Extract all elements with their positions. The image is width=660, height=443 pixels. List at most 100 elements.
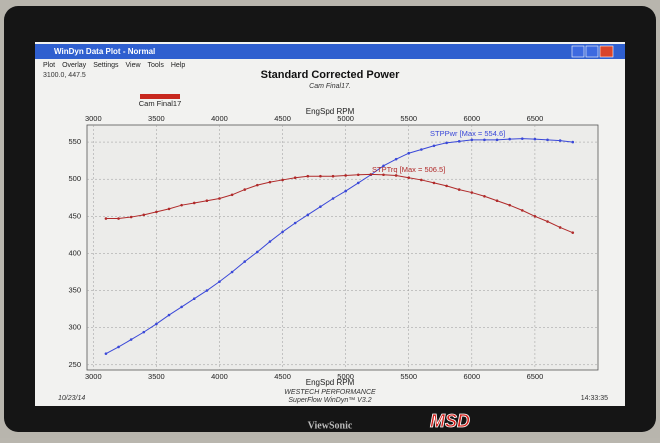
- data-point: [230, 193, 234, 197]
- data-point: [432, 181, 436, 185]
- data-point: [533, 137, 537, 141]
- chart-subtitle: Cam Final17.: [309, 83, 351, 90]
- data-point: [420, 148, 423, 151]
- x-tick-label-top: 4000: [211, 114, 228, 123]
- x-tick-label-top: 3500: [148, 114, 165, 123]
- menu-item[interactable]: Overlay: [62, 62, 87, 69]
- cursor-readout: 3100.0, 447.5: [43, 72, 86, 79]
- monitor-brand: ViewSonic: [308, 420, 353, 431]
- data-point: [243, 260, 247, 263]
- data-point: [558, 139, 562, 142]
- data-point: [508, 203, 511, 207]
- x-tick-label: 4500: [274, 372, 291, 381]
- footer-time: 14:33:35: [581, 395, 608, 402]
- data-point: [205, 199, 209, 203]
- y-tick-label: 300: [68, 323, 81, 332]
- data-point: [180, 203, 183, 207]
- data-point: [508, 137, 511, 141]
- data-point: [457, 188, 461, 191]
- data-point: [520, 209, 524, 212]
- y-tick-label: 250: [68, 360, 81, 369]
- chart-title: Standard Corrected Power: [261, 69, 400, 81]
- series-annotation: STPPwr [Max = 554.6]: [430, 129, 505, 138]
- y-tick-label: 450: [68, 211, 81, 220]
- data-point: [218, 280, 221, 283]
- x-axis-title-top: EngSpd RPM: [306, 107, 355, 116]
- data-point: [546, 138, 549, 142]
- data-point: [432, 144, 436, 148]
- footer-line: WESTECH PERFORMANCE: [284, 389, 376, 396]
- data-point: [268, 240, 272, 243]
- series-line: [105, 138, 573, 355]
- data-point: [243, 188, 247, 191]
- footer-date: 10/23/14: [58, 395, 85, 402]
- sticker: MSD: [430, 411, 470, 431]
- x-axis-title: EngSpd RPM: [306, 378, 355, 387]
- x-tick-label: 3500: [148, 372, 165, 381]
- x-tick-label: 6500: [527, 372, 544, 381]
- menu-item[interactable]: Plot: [43, 62, 55, 69]
- window-title: WinDyn Data Plot - Normal: [54, 47, 155, 56]
- data-point: [281, 230, 284, 234]
- data-point: [142, 213, 146, 217]
- data-point: [192, 297, 196, 301]
- data-point: [104, 352, 108, 355]
- data-point: [558, 226, 562, 229]
- data-point: [306, 174, 310, 178]
- data-point: [356, 181, 360, 185]
- plot-area: [86, 124, 599, 371]
- x-tick-label: 6000: [463, 372, 480, 381]
- data-point: [483, 138, 486, 142]
- y-tick-label: 550: [68, 137, 81, 146]
- data-point: [571, 231, 575, 234]
- data-point: [470, 191, 474, 194]
- data-point: [369, 173, 373, 176]
- data-point: [155, 322, 158, 326]
- close-button[interactable]: [599, 45, 614, 58]
- data-point: [483, 194, 486, 198]
- data-point: [117, 345, 120, 349]
- data-point: [205, 289, 209, 292]
- legend-swatch: [140, 94, 180, 99]
- data-point: [142, 330, 146, 334]
- data-point: [180, 305, 183, 309]
- menu-item[interactable]: Help: [171, 62, 186, 69]
- x-tick-label-top: 6000: [463, 114, 480, 123]
- data-point: [520, 137, 524, 140]
- x-tick-label: 3000: [85, 372, 102, 381]
- x-tick-label: 5500: [400, 372, 417, 381]
- data-point: [356, 173, 360, 177]
- title-bar: [35, 44, 625, 59]
- data-point: [256, 183, 259, 187]
- data-point: [533, 215, 537, 218]
- menu-item[interactable]: View: [125, 62, 141, 69]
- data-point: [445, 141, 448, 145]
- data-point: [445, 184, 448, 188]
- data-point: [407, 176, 411, 180]
- x-tick-label-top: 6500: [527, 114, 544, 123]
- data-point: [382, 164, 385, 168]
- data-point: [394, 174, 398, 177]
- data-point: [546, 220, 549, 223]
- data-point: [117, 217, 120, 220]
- y-tick-label: 500: [68, 174, 81, 183]
- y-tick-label: 400: [68, 248, 81, 257]
- data-point: [470, 138, 474, 142]
- data-point: [382, 173, 385, 177]
- data-point: [218, 197, 221, 200]
- minimize-button[interactable]: [571, 45, 585, 58]
- x-tick-label-top: 3000: [85, 114, 102, 123]
- data-point: [192, 201, 196, 205]
- data-point: [129, 338, 133, 341]
- data-point: [394, 157, 398, 161]
- data-point: [344, 189, 347, 193]
- x-tick-label-top: 5500: [400, 114, 417, 123]
- legend-label: Cam Final17: [139, 99, 182, 108]
- x-tick-label-top: 5000: [337, 114, 354, 123]
- menu-item[interactable]: Tools: [148, 62, 165, 69]
- footer-line: SuperFlow WinDyn™ V3.2: [288, 397, 371, 404]
- maximize-button[interactable]: [585, 45, 599, 58]
- menu-item[interactable]: Settings: [93, 62, 119, 69]
- data-point: [256, 250, 259, 254]
